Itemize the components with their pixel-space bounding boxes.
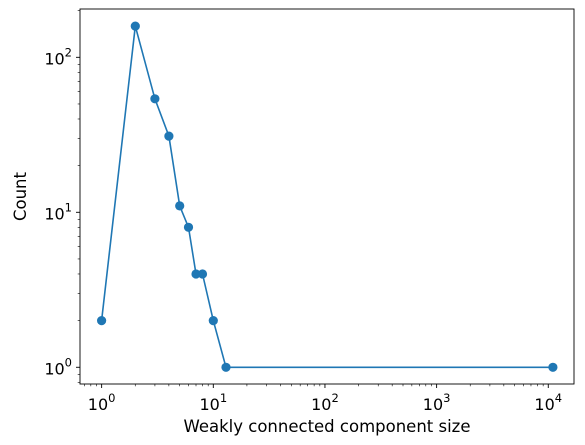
axes-frame (79, 8, 575, 385)
x-tick-label: 101 (199, 391, 227, 414)
data-point (191, 269, 201, 279)
x-tick-label: 100 (88, 391, 116, 414)
data-point (150, 94, 160, 104)
y-tick-label: 102 (44, 45, 72, 68)
y-axis-ticks: 100 101 102 (44, 45, 80, 378)
data-point (130, 21, 140, 31)
y-axis-title: Count (11, 171, 30, 221)
data-point (208, 316, 218, 326)
x-axis-ticks: 100 101 102 103 104 (88, 384, 562, 414)
x-axis-title: Weakly connected component size (184, 417, 471, 436)
series-line (100, 25, 553, 369)
x-tick-label: 104 (534, 391, 562, 414)
data-point (197, 269, 208, 279)
data-point (183, 222, 194, 232)
data-point (97, 316, 107, 326)
series-markers (97, 21, 558, 372)
data-point (548, 362, 558, 372)
data-point (164, 131, 174, 141)
data-point (221, 362, 231, 372)
y-tick-label: 100 (44, 355, 72, 378)
y-tick-label: 101 (44, 200, 72, 223)
x-tick-label: 102 (311, 391, 339, 414)
minor-ticks (77, 10, 544, 387)
x-tick-label: 103 (423, 391, 451, 414)
data-point (175, 201, 185, 211)
series-layer (97, 21, 558, 372)
